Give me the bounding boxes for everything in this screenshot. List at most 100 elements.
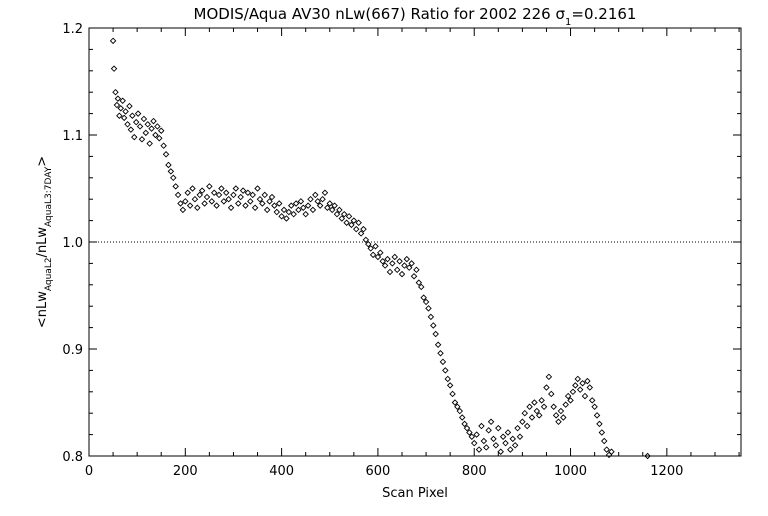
data-point	[254, 185, 261, 192]
data-point	[312, 191, 319, 199]
data-point	[146, 140, 153, 147]
data-point	[113, 101, 121, 109]
data-point	[179, 206, 187, 214]
data-point	[120, 114, 128, 122]
data-point	[309, 206, 317, 214]
data-point	[456, 407, 464, 415]
data-point	[591, 403, 598, 411]
data-point	[564, 392, 572, 400]
data-point	[531, 399, 538, 406]
data-point	[142, 129, 150, 137]
data-point	[552, 412, 560, 419]
data-point	[150, 117, 157, 125]
data-point	[579, 380, 586, 387]
axis-tick-labels: 0 200 400 600 800 1000 1200 0.8 0.9 1.0 1.1 1.2	[62, 22, 683, 479]
data-point	[278, 213, 285, 220]
data-point	[316, 202, 324, 209]
data-point	[420, 294, 427, 301]
data-point	[418, 283, 425, 291]
data-point	[288, 202, 295, 209]
data-point	[389, 260, 396, 267]
data-point	[324, 204, 331, 211]
data-point	[338, 215, 346, 222]
data-point	[487, 418, 495, 425]
data-point	[384, 255, 391, 263]
data-point	[514, 424, 521, 432]
data-point	[242, 202, 249, 209]
data-point	[157, 127, 165, 134]
data-point	[475, 446, 483, 453]
data-point	[116, 112, 123, 119]
data-point	[268, 193, 276, 201]
data-point	[235, 200, 242, 207]
data-point	[319, 195, 326, 203]
data-point	[247, 198, 254, 205]
data-point	[362, 236, 370, 244]
data-point	[408, 260, 415, 267]
data-point	[256, 195, 264, 203]
data-point	[213, 202, 220, 209]
x-axis-title: Scan Pixel	[382, 486, 448, 501]
data-point	[516, 433, 524, 440]
data-point	[540, 403, 548, 411]
data-point	[117, 105, 125, 112]
data-point	[379, 258, 386, 265]
chart-title-text: MODIS/Aqua AV30 nLw(667) Ratio for 2002 …	[194, 5, 637, 28]
data-point	[198, 187, 206, 194]
data-point	[261, 191, 268, 199]
data-point	[109, 37, 117, 45]
data-point	[519, 418, 526, 425]
data-point	[138, 136, 146, 143]
data-point	[280, 206, 288, 214]
data-point	[186, 202, 194, 209]
data-point	[483, 444, 490, 451]
data-point	[251, 204, 259, 211]
data-point	[191, 195, 199, 203]
data-point	[182, 198, 189, 205]
x-tick-label: 1200	[650, 464, 683, 479]
data-point	[160, 142, 167, 149]
data-point	[461, 420, 468, 428]
data-point	[562, 401, 569, 408]
data-point	[127, 126, 135, 133]
data-point	[425, 305, 432, 312]
data-point	[574, 375, 581, 383]
data-point	[437, 350, 444, 357]
data-point	[427, 313, 435, 321]
data-point	[170, 174, 177, 182]
data-point	[598, 429, 606, 436]
data-point	[328, 206, 336, 214]
data-point	[348, 221, 355, 229]
data-point	[244, 189, 252, 197]
data-point	[584, 377, 591, 385]
x-tick-label: 800	[462, 464, 487, 479]
data-point	[326, 200, 334, 207]
data-point	[148, 125, 155, 132]
data-point	[391, 253, 399, 261]
data-point	[136, 123, 144, 130]
data-point	[343, 219, 350, 226]
axis-titles: Scan Pixel <nLwAquaL2/nLwAquaL3:7DAY>	[35, 156, 448, 501]
data-point	[302, 210, 309, 218]
data-point	[112, 88, 119, 96]
plot-frame	[88, 27, 742, 457]
y-tick-label: 1.2	[62, 22, 83, 37]
plot-border	[88, 27, 742, 457]
data-point	[422, 298, 430, 306]
data-point	[521, 409, 529, 417]
data-point	[271, 202, 278, 209]
data-point	[203, 193, 211, 201]
data-point	[398, 270, 406, 278]
data-point	[567, 397, 574, 404]
data-point	[497, 448, 504, 455]
data-point	[304, 202, 312, 209]
y-tick-label: 1.1	[62, 129, 83, 144]
data-point	[466, 429, 473, 436]
data-point	[523, 422, 531, 430]
data-point	[470, 439, 478, 447]
data-point	[507, 446, 514, 453]
data-point	[259, 200, 266, 207]
data-point	[369, 251, 377, 259]
data-point	[110, 65, 118, 72]
data-point	[177, 200, 184, 207]
